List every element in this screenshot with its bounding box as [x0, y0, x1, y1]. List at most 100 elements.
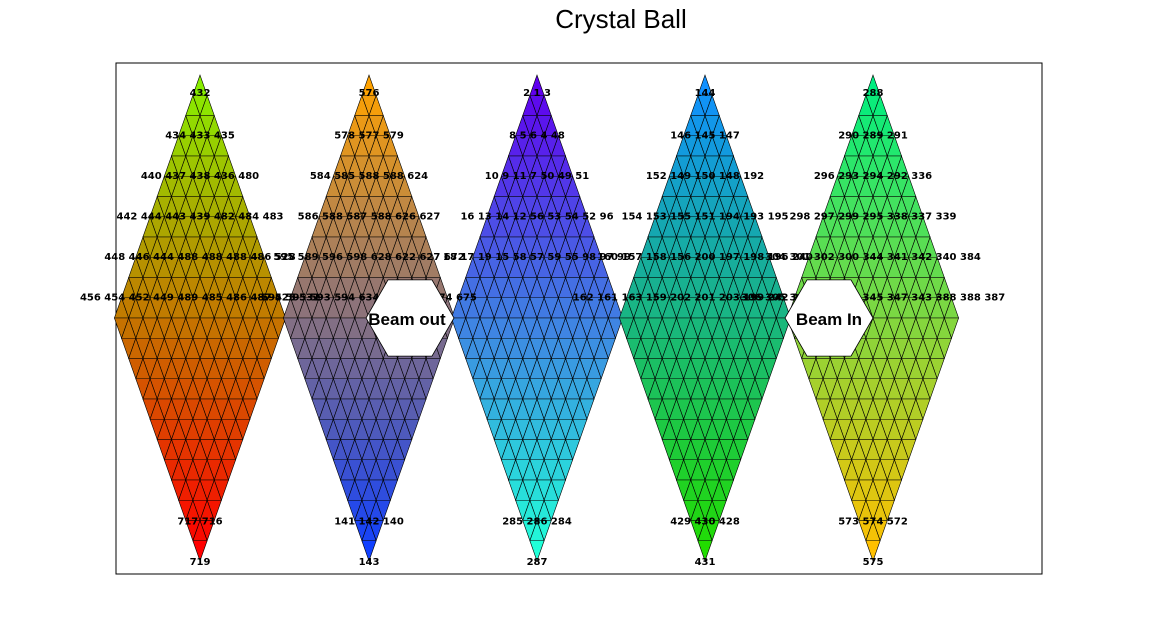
crystal-row-label: 578 577 579	[334, 131, 404, 142]
crystal-row-label: 434 433 435	[165, 131, 235, 142]
crystal-cell	[872, 155, 888, 178]
crystal-cell	[508, 196, 524, 218]
crystal-bottom-label: 285 286 284	[502, 517, 572, 528]
crystal-cell	[220, 175, 237, 198]
crystal-cell	[922, 297, 938, 319]
crystal-cell	[697, 297, 713, 319]
crystal-cell	[543, 297, 559, 319]
crystal-row-label: 2 1 3	[523, 88, 551, 99]
crystal-cell	[213, 155, 229, 178]
crystal-cell	[375, 216, 391, 238]
crystal-cell	[529, 256, 545, 279]
crystal-cell	[213, 277, 229, 299]
crystal-cell	[192, 297, 208, 319]
chart-title: Crystal Ball	[555, 4, 686, 34]
crystal-cell	[872, 115, 888, 137]
crystal-cell	[368, 115, 384, 137]
crystal-cell	[725, 216, 742, 238]
crystal-cell	[185, 115, 201, 137]
crystal-cell	[465, 277, 481, 299]
crystal-cell	[529, 540, 545, 562]
crystal-cell	[529, 297, 545, 319]
crystal-cell	[206, 256, 222, 279]
crystal-cell	[676, 196, 692, 218]
crystal-cell	[472, 256, 488, 279]
crystal-cell	[354, 115, 370, 137]
crystal-cell	[486, 216, 502, 238]
crystal-cell	[318, 297, 334, 319]
crystal-cell	[368, 277, 384, 299]
crystal-cell	[697, 256, 713, 279]
crystal-cell	[163, 297, 180, 319]
crystal-cell	[661, 236, 677, 259]
crystal-cell	[515, 256, 531, 279]
crystal-cell	[149, 297, 165, 319]
crystal-cell	[872, 277, 888, 299]
crystal-cell	[886, 155, 902, 178]
crystal-cell	[550, 196, 566, 218]
crystal-cell	[479, 236, 495, 259]
crystal-cell	[347, 216, 363, 238]
crystal-cell	[844, 236, 860, 259]
crystal-cell	[347, 297, 363, 319]
crystal-cell	[676, 236, 692, 259]
crystal-cell	[304, 297, 320, 319]
crystal-row-label: 306 305 303 304 346 345 347 343 388 388 …	[741, 293, 1005, 304]
crystal-cell	[647, 236, 663, 259]
crystal-row-label: 595 589 596 598 628 622 627 672	[273, 252, 464, 263]
crystal-cell	[915, 277, 931, 299]
crystal-cell	[557, 297, 574, 319]
crystal-cell	[668, 216, 685, 238]
crystal-cell	[572, 256, 588, 279]
crystal-cell	[185, 236, 201, 259]
crystal-row-label: 290 289 291	[838, 131, 908, 142]
crystal-cell	[640, 297, 656, 319]
crystal-cell	[893, 256, 910, 279]
crystal-cell	[725, 256, 742, 279]
crystal-cell	[936, 297, 952, 319]
crystal-cell	[654, 216, 670, 238]
crystal-cell	[149, 216, 165, 238]
crystal-cell	[865, 540, 881, 562]
crystal-cell	[865, 256, 881, 279]
crystal-cell	[711, 135, 727, 157]
crystal-cell	[683, 256, 699, 279]
crystal-cell	[893, 297, 910, 319]
crystal-cell	[368, 155, 384, 178]
crystal-cell	[711, 297, 727, 319]
crystal-cell	[690, 115, 706, 137]
crystal-cell	[382, 236, 398, 259]
crystal-cell	[822, 256, 838, 279]
crystal-row-label: 594 595 593 594 634 633 674 674 675	[261, 293, 477, 304]
crystal-cell	[704, 236, 720, 259]
crystal-cell	[199, 155, 215, 178]
crystal-cell	[865, 175, 881, 198]
crystal-cell	[228, 277, 244, 299]
crystal-cell	[572, 216, 588, 238]
crystal-cell	[368, 196, 384, 218]
crystal-cell	[908, 216, 924, 238]
crystal-cell	[311, 277, 327, 299]
crystal-cell	[493, 196, 509, 218]
crystal-cell	[543, 135, 559, 157]
crystal-row-label: 442 444 443 439 482 484 483	[116, 212, 283, 223]
crystal-cell	[886, 196, 902, 218]
crystal-cell	[149, 256, 165, 279]
crystal-cell	[522, 155, 538, 178]
crystal-cell	[135, 297, 151, 319]
crystal-row-label: 586 588 587 588 626 627	[298, 212, 441, 223]
crystal-cell	[318, 216, 334, 238]
crystal-cell	[683, 216, 699, 238]
crystal-cell	[733, 196, 749, 218]
crystal-cell	[565, 236, 581, 259]
crystal-bottom-label: 573 574 572	[838, 517, 908, 528]
crystal-cell	[192, 135, 208, 157]
crystal-cell	[879, 256, 895, 279]
crystal-row-label: 432	[190, 88, 211, 99]
crystal-row-label: 154 153 155 151 194 193 195	[621, 212, 788, 223]
crystal-cell	[500, 297, 517, 319]
crystal-cell	[361, 540, 377, 562]
crystal-cell	[858, 236, 874, 259]
crystal-cell	[586, 297, 602, 319]
